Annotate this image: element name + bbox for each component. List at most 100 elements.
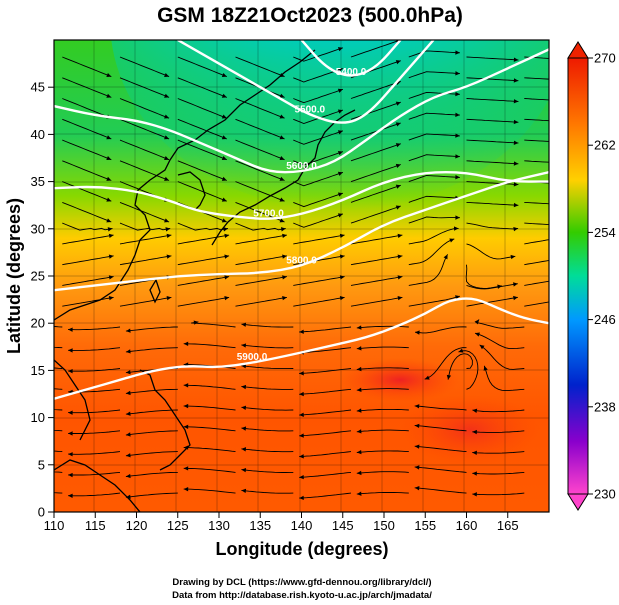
streamline-arrow	[397, 233, 403, 238]
streamline	[119, 160, 170, 181]
streamline-arrow	[472, 429, 477, 435]
streamline-arrow	[183, 383, 189, 388]
contour-line	[54, 171, 549, 292]
streamline-arrow	[446, 374, 452, 380]
coastline-asia	[54, 49, 316, 321]
streamline	[466, 283, 518, 290]
streamline-arrow	[424, 375, 430, 380]
streamline	[62, 77, 112, 98]
streamline	[119, 255, 172, 266]
streamline-arrow	[164, 135, 170, 140]
streamline	[524, 222, 549, 225]
y-tick-label: 10	[31, 410, 45, 425]
streamline	[241, 469, 294, 473]
streamline	[183, 447, 236, 453]
streamline-arrow	[395, 101, 401, 106]
x-tick-label: 145	[332, 518, 354, 533]
streamline-arrow	[125, 453, 131, 458]
streamline	[408, 133, 460, 141]
streamline	[241, 406, 294, 411]
streamline	[474, 332, 525, 350]
streamlines	[10, 40, 549, 501]
streamline-arrow	[68, 348, 73, 353]
streamline	[408, 175, 460, 183]
streamline-arrow	[223, 227, 228, 232]
streamline	[125, 451, 178, 457]
streamline-arrow	[337, 171, 343, 176]
streamline	[299, 451, 352, 458]
streamline	[293, 171, 344, 187]
streamline	[466, 77, 519, 82]
y-tick-label: 25	[31, 269, 45, 284]
streamline-arrow	[472, 450, 477, 455]
streamline-arrow	[164, 93, 170, 98]
streamline-arrow	[299, 412, 304, 417]
streamline	[235, 98, 285, 119]
streamline-arrow	[10, 445, 15, 449]
streamline-arrow	[479, 344, 485, 350]
streamline-arrow	[356, 325, 362, 330]
coastlines	[54, 49, 356, 512]
streamline	[183, 343, 236, 349]
streamline-arrow	[106, 156, 112, 161]
streamline	[472, 471, 525, 475]
streamline	[414, 445, 467, 453]
streamline	[408, 227, 459, 245]
streamline	[350, 40, 401, 58]
streamline	[177, 255, 230, 266]
streamline	[241, 448, 294, 453]
streamline-arrow	[10, 362, 15, 366]
streamline-arrow	[224, 296, 230, 301]
colorbar-tick-label: 254	[594, 225, 616, 240]
streamline-arrow	[497, 284, 503, 289]
streamline-arrow	[279, 135, 285, 140]
streamline	[293, 213, 344, 228]
streamline-arrow	[125, 432, 131, 437]
streamline-arrow	[106, 218, 112, 223]
streamline-arrow	[221, 135, 227, 140]
streamline-arrow	[299, 495, 304, 501]
streamline	[293, 255, 345, 266]
streamline	[466, 98, 519, 102]
streamline-arrow	[356, 346, 362, 351]
streamline	[466, 56, 519, 61]
streamline	[356, 429, 409, 433]
streamline	[414, 326, 467, 334]
streamline	[472, 492, 525, 496]
streamline-arrow	[472, 408, 478, 413]
streamline-arrow	[125, 390, 131, 396]
streamline	[408, 195, 460, 203]
streamline	[408, 295, 461, 307]
streamline	[177, 160, 227, 181]
contour-label: 5700.0	[253, 208, 284, 219]
streamline-arrow	[68, 472, 73, 478]
streamline-arrow	[513, 119, 519, 125]
streamline	[408, 112, 460, 120]
streamline-arrow	[455, 91, 460, 97]
streamline-arrow	[241, 343, 247, 348]
streamline	[472, 451, 525, 454]
y-tick-label: 0	[38, 505, 45, 520]
streamline	[125, 430, 178, 436]
streamline	[356, 388, 409, 391]
x-tick-label: 110	[44, 518, 65, 533]
streamline	[408, 71, 460, 79]
streamline-arrow	[10, 383, 15, 387]
streamline-arrow	[458, 348, 464, 353]
streamline-arrow	[395, 184, 401, 189]
streamline	[119, 118, 170, 140]
geopotential-contours: 5400.0 5500.0 5600.0 5700.0 5800.0 5900.0	[54, 40, 549, 400]
streamline-arrow	[221, 114, 227, 119]
contour-line	[54, 297, 549, 400]
streamline-arrow	[10, 466, 15, 470]
x-tick-label: 120	[126, 518, 148, 533]
streamline	[356, 471, 409, 474]
colorbar-tick-label: 270	[594, 51, 616, 66]
streamline-arrow	[510, 254, 516, 260]
streamline-arrow	[183, 341, 189, 346]
streamline-arrow	[279, 176, 285, 181]
colorbar-tick-label: 238	[594, 399, 616, 414]
streamline	[408, 216, 460, 224]
streamline	[350, 164, 401, 183]
streamline-arrow	[356, 429, 362, 434]
